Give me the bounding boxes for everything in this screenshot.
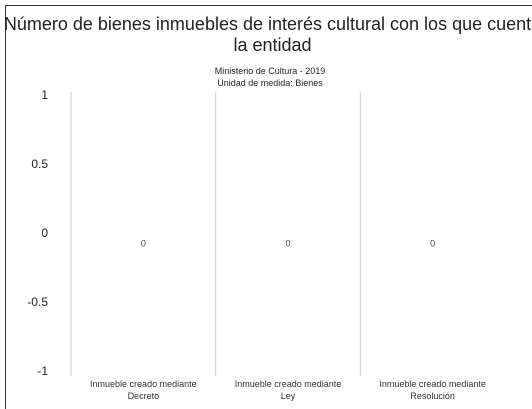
y-tick-label: 0 bbox=[41, 226, 48, 240]
x-tick-label: Inmueble creado mediante Decreto bbox=[90, 379, 197, 401]
chart-subtitle: Ministerio de Cultura - 2019 bbox=[214, 66, 326, 76]
frame bbox=[5, 5, 532, 409]
y-tick-label: -0.5 bbox=[27, 295, 48, 309]
x-tick-label: Inmueble creado mediante Resolución bbox=[379, 379, 486, 401]
unit-label: Unidad de medida: Bienes bbox=[217, 78, 323, 88]
y-tick-label: -1 bbox=[37, 364, 48, 378]
value-label: 0 bbox=[430, 238, 435, 248]
y-tick-label: 0.5 bbox=[31, 157, 48, 171]
y-tick-label: 1 bbox=[41, 88, 48, 102]
value-label: 0 bbox=[141, 238, 146, 248]
x-tick-label: Inmueble creado mediante Ley bbox=[234, 379, 342, 401]
chart-title: Número de bienes inmuebles de interés cu… bbox=[3, 14, 532, 55]
value-label: 0 bbox=[285, 238, 290, 248]
